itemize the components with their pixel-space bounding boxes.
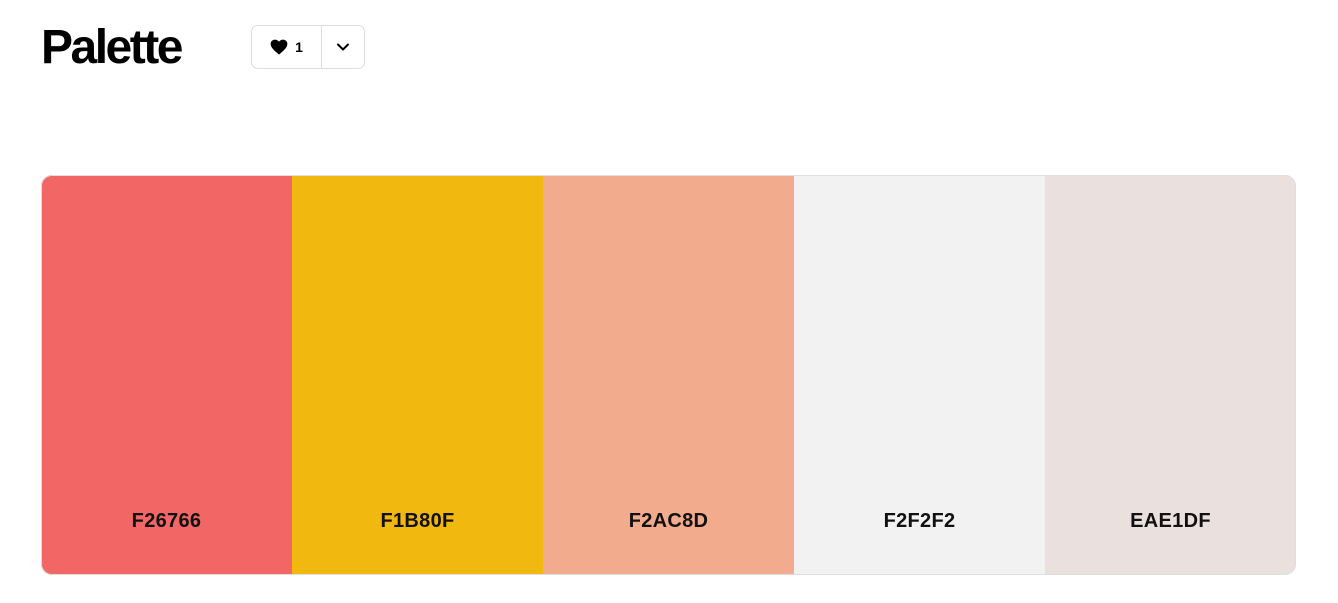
heart-icon	[270, 39, 288, 55]
swatch-hex-code: F2AC8D	[628, 510, 709, 532]
page-title: Palette	[41, 21, 183, 74]
chevron-down-icon	[336, 42, 350, 52]
swatch-hex-code: EAE1DF	[1130, 510, 1211, 532]
more-options-button[interactable]	[322, 26, 364, 68]
color-swatch[interactable]: F26766	[41, 175, 292, 575]
color-swatch[interactable]: F1B80F	[292, 175, 543, 575]
like-count: 1	[295, 39, 303, 55]
color-swatch[interactable]: EAE1DF	[1045, 175, 1296, 575]
palette-actions: 1	[251, 25, 365, 69]
palette-swatches: F26766 F1B80F F2AC8D F2F2F2 EAE1DF	[41, 175, 1296, 575]
swatch-hex-code: F2F2F2	[883, 510, 956, 532]
like-button[interactable]: 1	[252, 26, 322, 68]
color-swatch[interactable]: F2AC8D	[543, 175, 794, 575]
color-swatch[interactable]: F2F2F2	[794, 175, 1045, 575]
swatch-hex-code: F26766	[131, 510, 202, 532]
swatch-hex-code: F1B80F	[380, 510, 455, 532]
